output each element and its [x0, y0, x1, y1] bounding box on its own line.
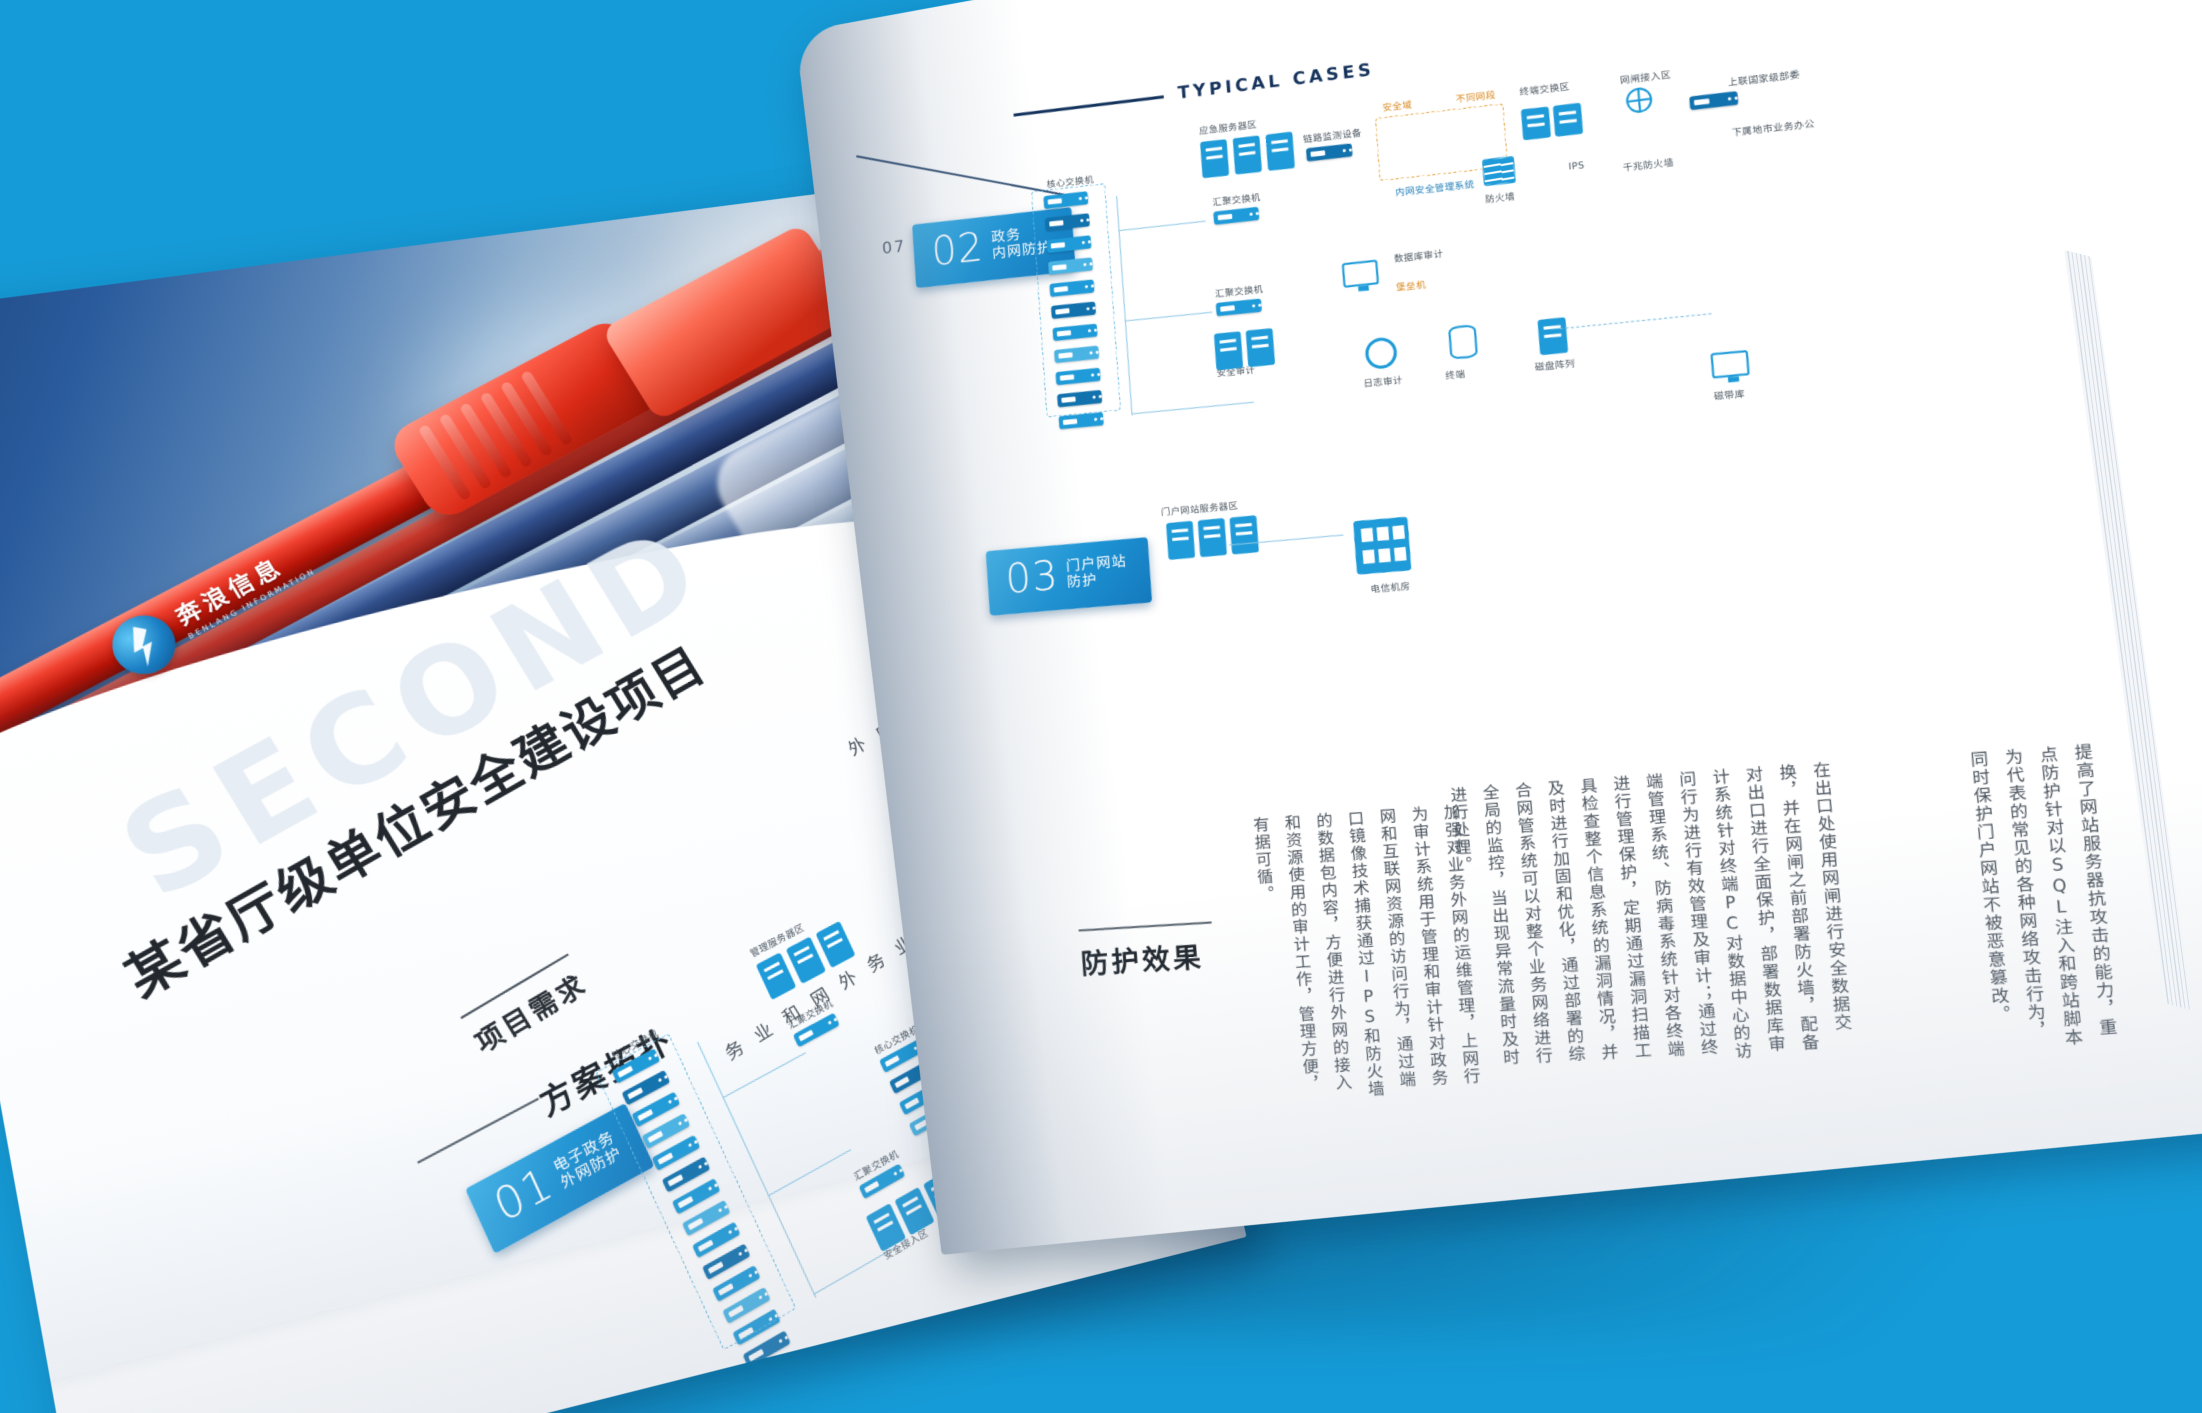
- label-log-audit-r: 日志审计: [1363, 375, 1404, 390]
- database-audit-icon: [1341, 259, 1380, 288]
- header-text: TYPICAL CASES: [1177, 59, 1375, 104]
- label-aggregation-switch-r2: 汇聚交换机: [1214, 284, 1264, 301]
- label-aggregation-switch-r: 汇聚交换机: [1212, 193, 1262, 209]
- zone-box-right: [1031, 183, 1121, 418]
- terminal-switch-group: [1520, 102, 1584, 141]
- label-gateway-access: 网闸接入区: [1619, 70, 1672, 87]
- label-terminal-r: 终端: [1445, 369, 1466, 383]
- label-emergency-zone: 应急服务器区: [1198, 120, 1258, 138]
- effect-heading: 防护效果: [1078, 921, 1216, 981]
- connector-h-1: [722, 1052, 807, 1099]
- label-bastion-r: 堡垒机: [1395, 280, 1427, 294]
- connector-h-r1: [1118, 220, 1206, 232]
- effect-column-2: 在出口处使用网闸进行安全数据交换，并在网闸之前部署防火墙，配备对出口进行全面保护…: [1447, 760, 1853, 1067]
- connector-h-r2: [1124, 311, 1213, 322]
- disk-array-icon-r: [1448, 324, 1479, 360]
- label-terminal-switch-zone: 终端交换区: [1519, 82, 1571, 99]
- connector-h-r3: [1131, 401, 1255, 415]
- effect-column-3: 提高了网站服务器抗攻击的能力，重点防护针对以SQL注入和跨站脚本为代表的常见的各…: [1967, 742, 2119, 1048]
- label-tape-library-r: 磁带库: [1713, 389, 1746, 403]
- connector-h-2: [767, 1149, 852, 1197]
- portal-server-group: [1166, 515, 1259, 560]
- label-disk-array-r: 磁盘阵列: [1534, 359, 1576, 374]
- aggregation-switch-r2: [1215, 298, 1262, 317]
- emergency-server-group: [1200, 131, 1295, 179]
- label-different-segment: 不同网段: [1455, 90, 1497, 106]
- label-link-monitor: 链路监测设备: [1302, 128, 1363, 146]
- label-intranet-security-mgmt: 内网安全管理系统: [1395, 180, 1475, 199]
- label-firewall-r: 防火墙: [1484, 192, 1516, 206]
- aggregation-switch-r: [1213, 206, 1260, 225]
- effect-title: 防护效果: [1079, 941, 1205, 981]
- connector-dash-r1: [1559, 313, 1712, 330]
- security-audit-group-r: [1213, 327, 1276, 371]
- badge-03: 03 门户网站 防护: [985, 537, 1153, 616]
- label-ips-r: IPS: [1568, 160, 1586, 173]
- label-gigabit-firewall: 千兆防火墙: [1622, 158, 1675, 175]
- tape-icon-r: [1537, 317, 1569, 356]
- access-switch: [758, 1364, 807, 1402]
- label-upstream-ministry: 上联国家级部委: [1727, 70, 1801, 90]
- log-audit-icon-r: [1364, 336, 1399, 371]
- telecom-room-icon: [1352, 516, 1412, 575]
- firewall-icon-r: [1481, 155, 1516, 187]
- label-downstream-city: 下属地市业务办公: [1731, 119, 1816, 140]
- page-number: 07: [881, 236, 907, 258]
- upstream-node-icon: [1689, 91, 1739, 111]
- terminal-mon-icon: [1710, 349, 1750, 379]
- label-database-audit: 数据库审计: [1393, 249, 1444, 266]
- effect-rule: [1078, 921, 1212, 932]
- link-monitor-icon: [1305, 143, 1353, 162]
- label-telecom-room: 电信机房: [1370, 581, 1411, 596]
- header-rule: [1013, 95, 1164, 117]
- gateway-globe-icon: [1625, 86, 1654, 115]
- label-security-domain: 安全域: [1382, 100, 1413, 115]
- right-page: TYPICAL CASES 07 02 政务 内网防护 核心交换机: [795, 0, 2202, 1255]
